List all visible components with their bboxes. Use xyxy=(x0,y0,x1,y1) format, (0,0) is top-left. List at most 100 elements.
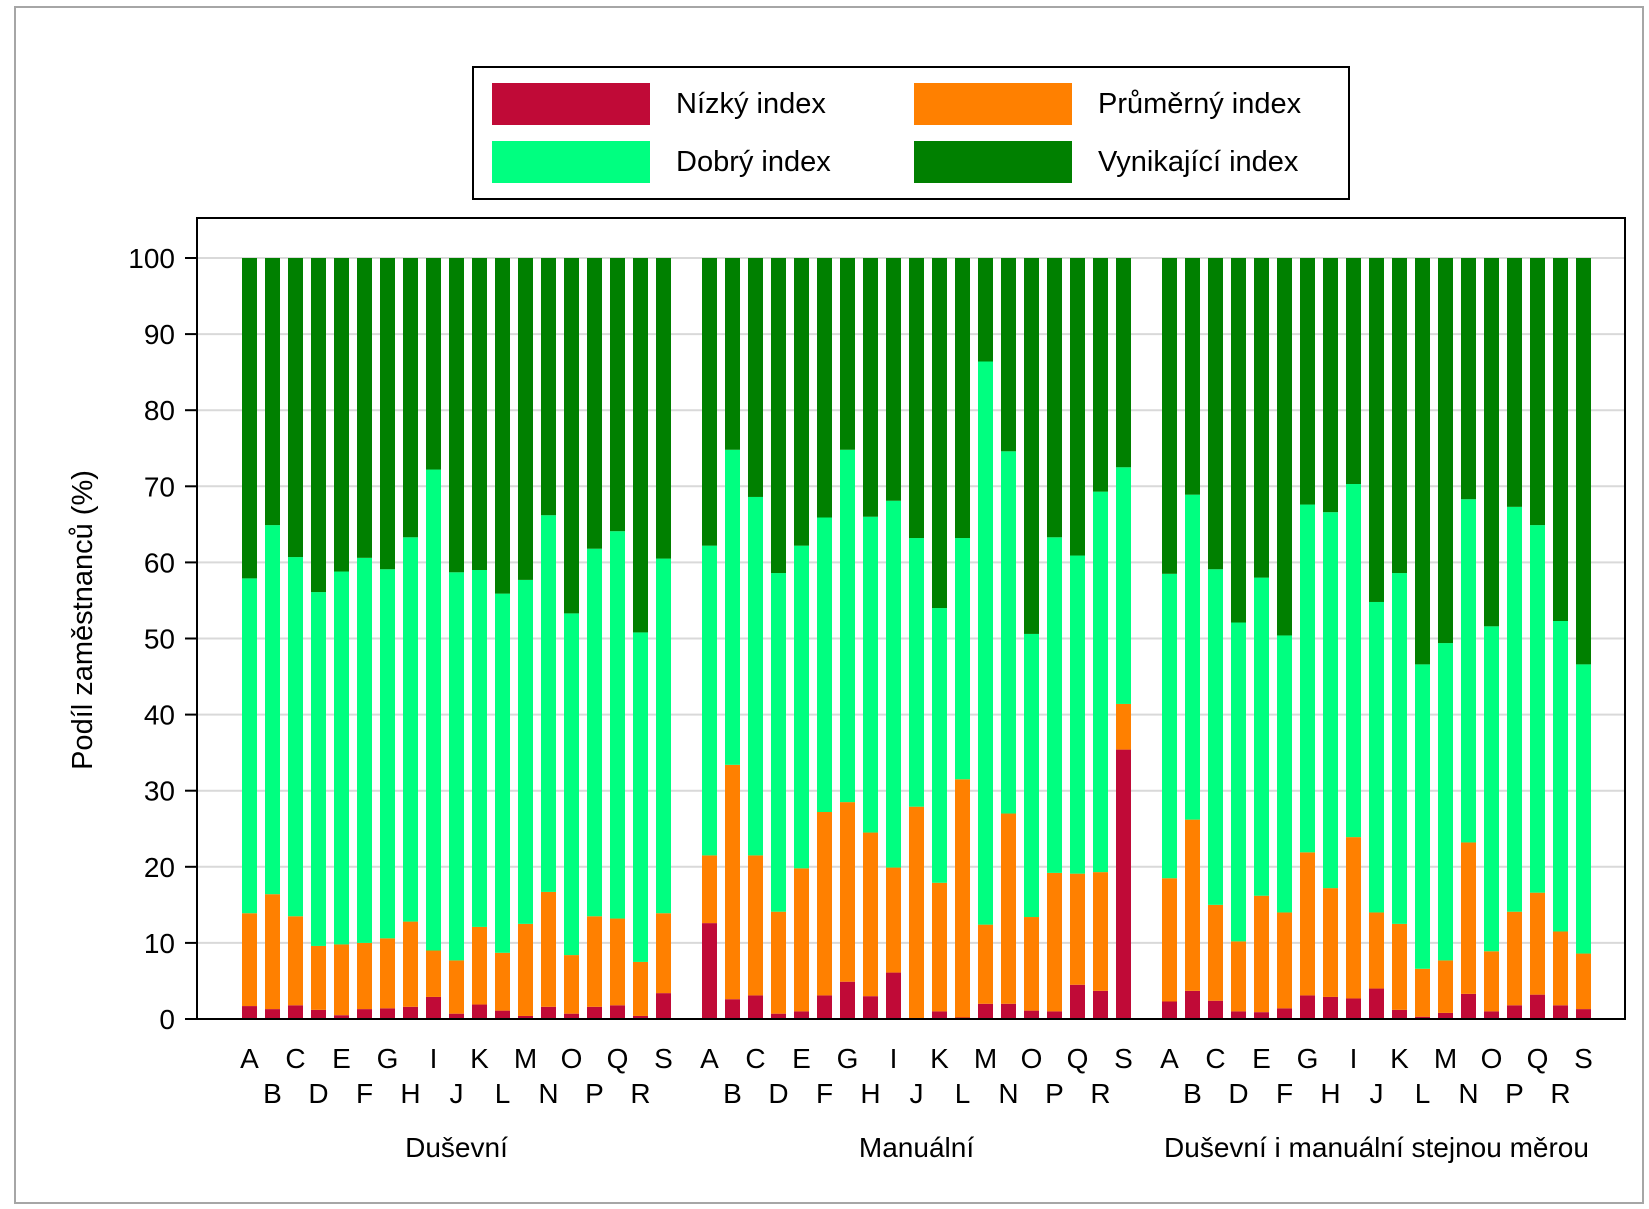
bar-dobry xyxy=(702,545,717,856)
bar-vynikajici xyxy=(1553,258,1568,621)
bar-nizky xyxy=(1162,1001,1177,1019)
bar-dobry xyxy=(288,557,303,917)
x-tick-label: E xyxy=(792,1043,811,1074)
bar-vynikajici xyxy=(426,258,441,470)
bar-prumerny xyxy=(311,945,326,1010)
x-tick-label: P xyxy=(585,1078,604,1109)
bar-nizky xyxy=(886,972,901,1019)
y-tick-label: 10 xyxy=(144,928,175,959)
x-tick-label: I xyxy=(890,1043,898,1074)
bar-dobry xyxy=(656,558,671,914)
x-tick-label: J xyxy=(450,1078,464,1109)
bar-nizky xyxy=(403,1006,418,1019)
bar-vynikajici xyxy=(886,258,901,501)
group-label: Manuální xyxy=(859,1132,974,1163)
x-tick-label: D xyxy=(768,1078,788,1109)
bar-prumerny xyxy=(771,911,786,1014)
bar-vynikajici xyxy=(1369,258,1384,602)
bar-dobry xyxy=(1116,467,1131,704)
bar-vynikajici xyxy=(1507,258,1522,507)
y-tick-label: 50 xyxy=(144,624,175,655)
bar-prumerny xyxy=(1185,819,1200,991)
bar-dobry xyxy=(1438,643,1453,961)
legend-label-prumerny: Průměrný index xyxy=(1098,87,1302,120)
x-tick-label: O xyxy=(1481,1043,1503,1074)
x-tick-label: L xyxy=(955,1078,971,1109)
bar-prumerny xyxy=(1254,895,1269,1013)
x-tick-label: B xyxy=(263,1078,282,1109)
bar-vynikajici xyxy=(794,258,809,546)
x-tick-label: D xyxy=(308,1078,328,1109)
bar-vynikajici xyxy=(840,258,855,450)
bar-prumerny xyxy=(1208,904,1223,1001)
x-tick-label: H xyxy=(860,1078,880,1109)
bar-dobry xyxy=(1208,569,1223,905)
bar-dobry xyxy=(518,579,533,924)
bar-prumerny xyxy=(1507,911,1522,1006)
bar-dobry xyxy=(863,516,878,833)
bar-vynikajici xyxy=(725,258,740,450)
bar-vynikajici xyxy=(955,258,970,539)
x-tick-label: B xyxy=(723,1078,742,1109)
bar-dobry xyxy=(1231,622,1246,942)
bar-vynikajici xyxy=(656,258,671,559)
bar-vynikajici xyxy=(1185,258,1200,495)
bar-dobry xyxy=(564,613,579,956)
x-tick-label: Q xyxy=(1067,1043,1089,1074)
bar-vynikajici xyxy=(334,258,349,572)
legend-swatch-prumerny xyxy=(914,83,1072,125)
bar-nizky xyxy=(610,1005,625,1019)
x-tick-label: A xyxy=(1160,1043,1179,1074)
bar-dobry xyxy=(1070,555,1085,874)
x-tick-label: O xyxy=(1021,1043,1043,1074)
x-tick-label: C xyxy=(745,1043,765,1074)
bar-nizky xyxy=(633,1015,648,1019)
bar-vynikajici xyxy=(449,258,464,573)
bar-prumerny xyxy=(1553,931,1568,1006)
bar-dobry xyxy=(1369,601,1384,913)
x-tick-label: G xyxy=(1297,1043,1319,1074)
bar-vynikajici xyxy=(817,258,832,518)
bar-dobry xyxy=(817,517,832,813)
x-tick-label: I xyxy=(1350,1043,1358,1074)
bar-vynikajici xyxy=(403,258,418,538)
bar-prumerny xyxy=(288,916,303,1006)
legend-swatch-nizky xyxy=(492,83,650,125)
bar-nizky xyxy=(1300,995,1315,1019)
x-tick-label: Q xyxy=(1527,1043,1549,1074)
x-tick-label: M xyxy=(514,1043,537,1074)
group-label: Duševní xyxy=(405,1132,508,1163)
legend-label-dobry: Dobrý index xyxy=(676,145,831,178)
bar-vynikajici xyxy=(1093,258,1108,492)
x-tick-label: P xyxy=(1045,1078,1064,1109)
bar-nizky xyxy=(1116,749,1131,1019)
bars xyxy=(242,258,1591,1019)
bar-prumerny xyxy=(1300,852,1315,996)
bar-nizky xyxy=(748,995,763,1019)
bar-dobry xyxy=(1024,633,1039,918)
x-tick-label: G xyxy=(837,1043,859,1074)
bar-nizky xyxy=(1461,993,1476,1019)
bar-prumerny xyxy=(403,921,418,1007)
bar-nizky xyxy=(863,996,878,1019)
x-tick-label: S xyxy=(1574,1043,1593,1074)
bar-nizky xyxy=(288,1005,303,1019)
bar-vynikajici xyxy=(1254,258,1269,578)
bar-prumerny xyxy=(817,812,832,996)
bar-nizky xyxy=(978,1003,993,1019)
bar-vynikajici xyxy=(702,258,717,546)
bar-dobry xyxy=(403,537,418,922)
bar-vynikajici xyxy=(1415,258,1430,665)
bar-prumerny xyxy=(541,891,556,1007)
bar-dobry xyxy=(1392,573,1407,924)
bar-vynikajici xyxy=(1001,258,1016,452)
bar-prumerny xyxy=(748,855,763,996)
bar-nizky xyxy=(840,981,855,1019)
y-tick-label: 20 xyxy=(144,852,175,883)
bar-prumerny xyxy=(1001,813,1016,1004)
bar-dobry xyxy=(472,570,487,927)
bar-dobry xyxy=(242,578,257,914)
bar-nizky xyxy=(1553,1005,1568,1019)
x-tick-label: R xyxy=(1090,1078,1110,1109)
x-tick-label: O xyxy=(561,1043,583,1074)
